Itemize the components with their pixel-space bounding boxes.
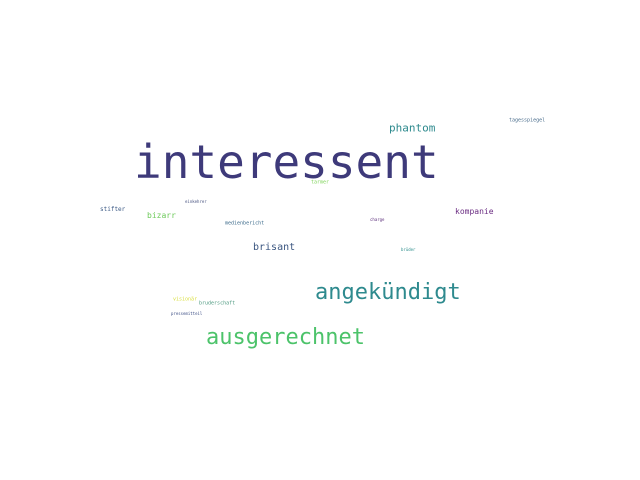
word-bruder: brüder xyxy=(401,247,416,252)
word-visionar: visionär xyxy=(173,296,198,303)
word-ausgerechnet: ausgerechnet xyxy=(206,325,365,350)
word-kompanie: kompanie xyxy=(455,207,494,216)
word-tarmer: tarmer xyxy=(311,179,330,186)
word-charge: charge xyxy=(370,217,385,222)
word-einkehrer: einkehrer xyxy=(185,199,207,204)
word-bruderschaft: bruderschaft xyxy=(199,300,236,307)
word-pressemitteil: pressemitteil xyxy=(171,311,203,316)
word-stifter: stifter xyxy=(100,206,126,213)
word-bizarr: bizarr xyxy=(147,211,176,220)
word-medienbericht: medienbericht xyxy=(225,220,265,227)
word-brisant: brisant xyxy=(253,242,296,253)
word-tagesspiegel: tagesspiegel xyxy=(509,117,546,124)
word-angekundigt: angekündigt xyxy=(315,280,461,305)
word-interessent: interessent xyxy=(134,135,439,189)
word-phantom: phantom xyxy=(389,121,436,135)
